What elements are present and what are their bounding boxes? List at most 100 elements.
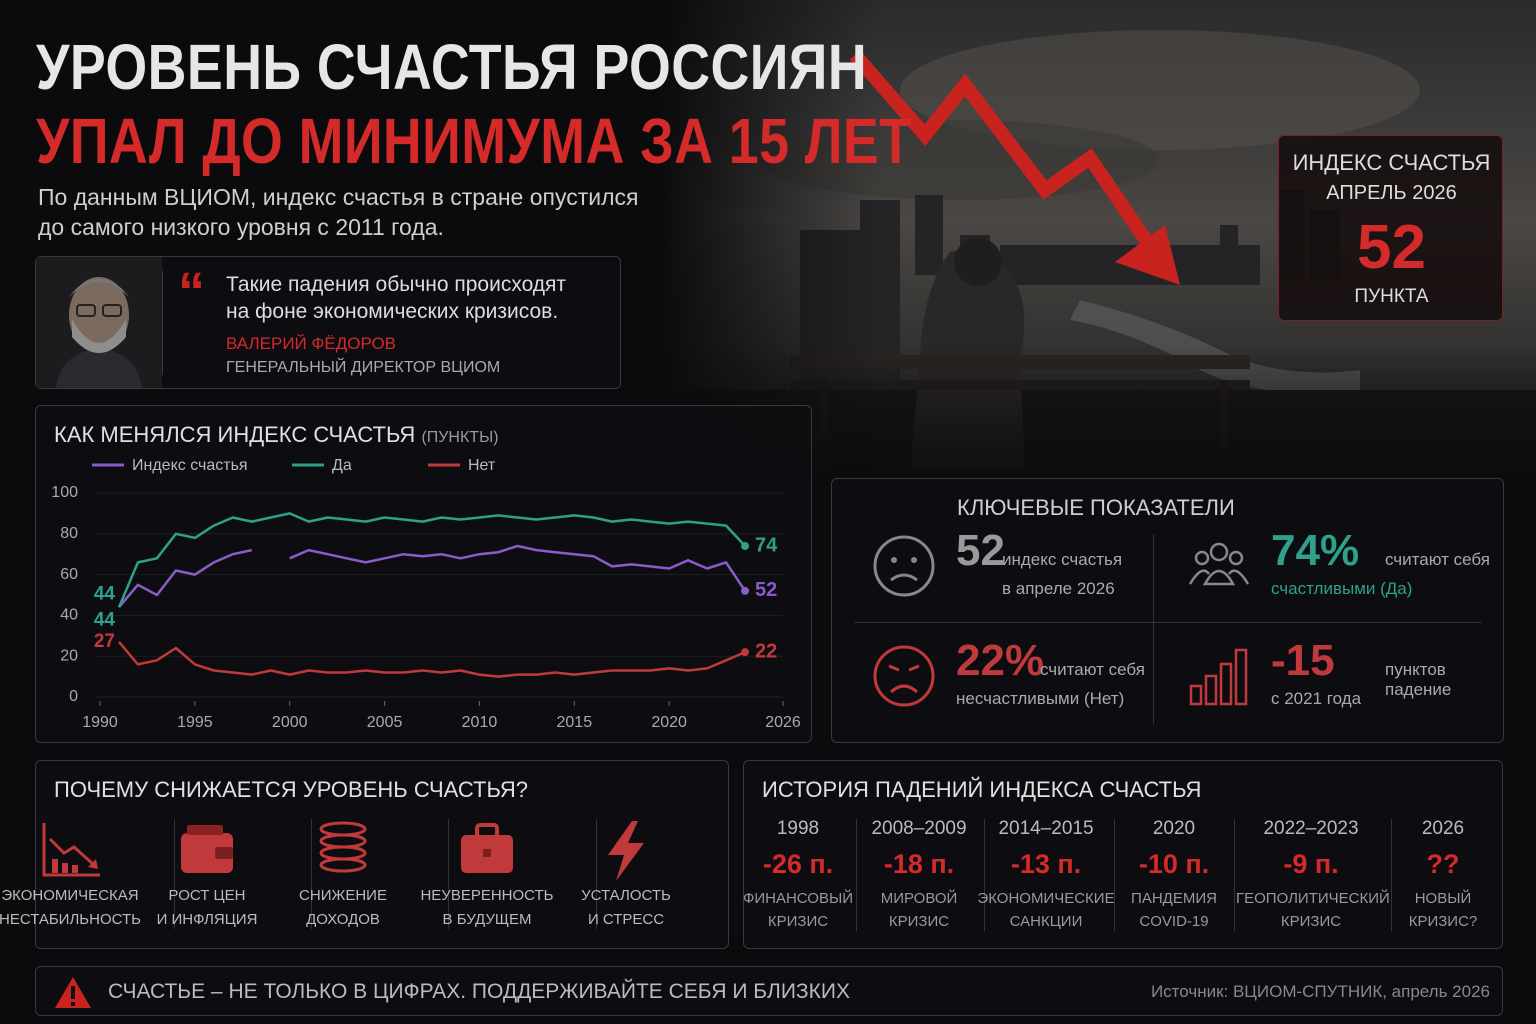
reason-label: УСТАЛОСТЬ bbox=[581, 887, 671, 904]
reason-label: НЕУВЕРЕННОСТЬ bbox=[420, 887, 554, 904]
x-tick-label: 2005 bbox=[367, 714, 403, 731]
y-tick-label: 60 bbox=[60, 566, 78, 583]
divider bbox=[1234, 819, 1235, 931]
history-label: КРИЗИС? bbox=[1408, 913, 1478, 930]
title: УПАЛ ДО МИНИМУМА ЗА 15 ЛЕТ bbox=[36, 104, 1079, 178]
quote-text: Такие падения обычно происходят bbox=[226, 273, 567, 296]
quote-card: “ Такие падения обычно происходят на фон… bbox=[35, 256, 621, 389]
reason-label: ДОХОДОВ bbox=[306, 911, 380, 928]
history-label: САНКЦИИ bbox=[1009, 913, 1083, 930]
reason-label: НЕСТАБИЛЬНОСТЬ bbox=[0, 911, 141, 928]
footer-source: Источник: ВЦИОМ-СПУТНИК, апрель 2026 bbox=[1150, 982, 1490, 1001]
divider bbox=[311, 819, 312, 929]
divider bbox=[596, 819, 597, 929]
history-label: КРИЗИС bbox=[888, 913, 950, 930]
history-label: КРИЗИС bbox=[767, 913, 829, 930]
start-label: 44 bbox=[94, 609, 116, 630]
divider bbox=[448, 819, 449, 929]
x-tick-label: 1990 bbox=[82, 714, 118, 731]
footer-message: СЧАСТЬЕ – НЕ ТОЛЬКО В ЦИФРАХ. ПОДДЕРЖИВА… bbox=[108, 980, 850, 1003]
metric-text: несчастливыми (Нет) bbox=[956, 689, 1125, 708]
metric-icon bbox=[873, 535, 935, 597]
history-period: 2022–2023 bbox=[1263, 818, 1359, 839]
end-point bbox=[741, 648, 750, 657]
portrait bbox=[36, 257, 162, 388]
history-label: ЭКОНОМИЧЕСКИЕ bbox=[977, 890, 1115, 907]
metric-value: 74% bbox=[1271, 526, 1360, 575]
y-tick-label: 20 bbox=[60, 647, 78, 664]
x-tick-label: 2010 bbox=[462, 714, 498, 731]
badge-unit: ПУНКТА bbox=[1354, 286, 1429, 307]
history-value: ?? bbox=[1426, 849, 1460, 879]
history-label: НОВЫЙ bbox=[1414, 890, 1472, 907]
metric-text: с 2021 года bbox=[1271, 689, 1362, 708]
history-card: ИСТОРИЯ ПАДЕНИЙ ИНДЕКСА СЧАСТЬЯ 1998 -26 … bbox=[743, 760, 1503, 949]
reason-icon bbox=[42, 823, 100, 877]
history-value: -13 п. bbox=[1010, 849, 1082, 879]
reason-icon bbox=[461, 823, 513, 873]
metric-text: в апреле 2026 bbox=[1002, 579, 1115, 598]
history-label: КРИЗИС bbox=[1280, 913, 1342, 930]
history-period: 2014–2015 bbox=[998, 818, 1094, 839]
reason-label: РОСТ ЦЕН bbox=[168, 887, 246, 904]
history-label: ПАНДЕМИЯ bbox=[1131, 890, 1217, 907]
reason-label: И СТРЕСС bbox=[587, 911, 665, 928]
quote-text: на фоне экономических кризисов. bbox=[226, 300, 559, 323]
start-label: 27 bbox=[94, 631, 115, 652]
divider bbox=[984, 819, 985, 931]
metric-text: счастливыми (Да) bbox=[1271, 579, 1413, 598]
history-period: 2008–2009 bbox=[871, 818, 967, 839]
metric-text: считают себя bbox=[1385, 550, 1490, 569]
reason-label: В БУДУЩЕМ bbox=[442, 911, 532, 928]
metric-text: пунктов падение bbox=[1385, 660, 1452, 699]
subtitle: до самого низкого уровня с 2011 года. bbox=[38, 214, 444, 240]
history-value: -18 п. bbox=[883, 849, 955, 879]
reasons-card: ПОЧЕМУ СНИЖАЕТСЯ УРОВЕНЬ СЧАСТЬЯ? ЭКОНОМ… bbox=[0, 760, 729, 949]
metric-icon bbox=[873, 645, 935, 707]
y-tick-label: 80 bbox=[60, 525, 78, 542]
reason-label: СНИЖЕНИЕ bbox=[299, 887, 387, 904]
end-label: 22 bbox=[755, 640, 777, 662]
title-line: УРОВЕНЬ СЧАСТЬЯ РОССИЯН bbox=[36, 31, 868, 103]
history-label: COVID-19 bbox=[1139, 913, 1209, 930]
metric-icon bbox=[1189, 648, 1248, 706]
y-tick-label: 40 bbox=[60, 607, 78, 624]
divider bbox=[856, 819, 857, 931]
warning-icon bbox=[55, 977, 91, 1008]
quote-mark: “ bbox=[178, 262, 205, 322]
legend-label: Нет bbox=[468, 457, 496, 474]
history-label: МИРОВОЙ bbox=[880, 890, 958, 907]
quote-role: ГЕНЕРАЛЬНЫЙ ДИРЕКТОР ВЦИОМ bbox=[226, 359, 501, 376]
chart-title-text: КАК МЕНЯЛСЯ ИНДЕКС СЧАСТЬЯ bbox=[54, 422, 416, 447]
y-tick-label: 0 bbox=[69, 688, 78, 705]
end-label: 52 bbox=[755, 579, 777, 601]
legend-label: Да bbox=[332, 457, 352, 474]
section-title: КЛЮЧЕВЫЕ ПОКАЗАТЕЛИ bbox=[957, 495, 1235, 520]
metric-text: индекс счастья bbox=[1002, 550, 1123, 569]
x-tick-label: 2000 bbox=[272, 714, 308, 731]
metric-text: считают себя bbox=[1040, 660, 1145, 679]
subtitle: По данным ВЦИОМ, индекс счастья в стране… bbox=[38, 184, 639, 210]
series-line bbox=[117, 512, 747, 608]
history-period: 2026 bbox=[1421, 818, 1465, 839]
history-value: -26 п. bbox=[762, 849, 834, 879]
metric-value: 52 bbox=[956, 526, 1005, 575]
chart: 0 20 40 60 80 100 1990 1995 2000 2005 2010 2015 2020… bbox=[51, 457, 801, 731]
chart-card: КАК МЕНЯЛСЯ ИНДЕКС СЧАСТЬЯ (ПУНКТЫ) bbox=[35, 405, 812, 743]
x-tick-label: 1995 bbox=[177, 714, 213, 731]
reason-icon bbox=[181, 825, 233, 873]
end-point bbox=[741, 586, 750, 595]
x-tick-label: 2020 bbox=[651, 714, 687, 731]
reason-icon bbox=[319, 821, 367, 873]
badge-subtitle: АПРЕЛЬ 2026 bbox=[1326, 182, 1457, 204]
divider bbox=[174, 819, 175, 929]
footer: СЧАСТЬЕ – НЕ ТОЛЬКО В ЦИФРАХ. ПОДДЕРЖИВА… bbox=[35, 966, 1503, 1016]
series-line bbox=[118, 544, 747, 609]
series-line bbox=[118, 641, 746, 678]
key-metrics-card: КЛЮЧЕВЫЕ ПОКАЗАТЕЛИ 52 индекс счастья в ап… bbox=[831, 478, 1504, 743]
history-label: ГЕОПОЛИТИЧЕСКИЙ bbox=[1236, 890, 1390, 907]
y-tick-label: 100 bbox=[51, 484, 78, 501]
start-label: 44 bbox=[94, 583, 116, 604]
history-period: 1998 bbox=[776, 818, 820, 839]
